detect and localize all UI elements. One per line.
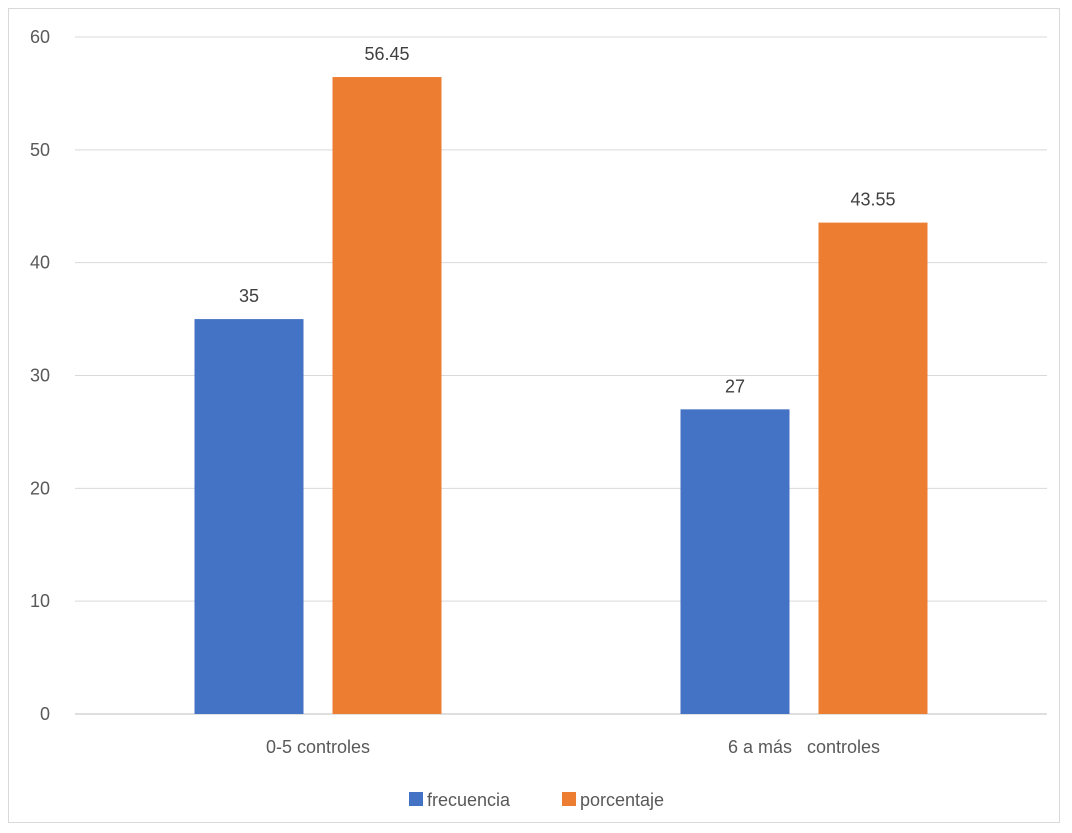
legend-label-porcentaje: porcentaje [580, 790, 664, 810]
data-labels: 35 56.45 27 43.55 [239, 44, 896, 396]
legend-label-frecuencia: frecuencia [427, 790, 511, 810]
bar-porcentaje-1 [818, 222, 928, 714]
legend-swatch-frecuencia [409, 792, 423, 806]
x-tick-label: 6 a más controles [728, 737, 880, 757]
y-tick-label: 30 [30, 366, 50, 386]
bar-porcentaje-0 [332, 77, 442, 714]
y-tick-label: 40 [30, 253, 50, 273]
y-tick-label: 50 [30, 140, 50, 160]
bars [194, 77, 928, 714]
bar-frecuencia-1 [680, 409, 790, 714]
data-label-porcentaje-1: 43.55 [850, 190, 895, 210]
x-tick-label: 0-5 controles [266, 737, 370, 757]
data-label-frecuencia-0: 35 [239, 286, 259, 306]
y-tick-label: 0 [40, 704, 50, 724]
data-label-porcentaje-0: 56.45 [364, 44, 409, 64]
y-tick-label: 60 [30, 27, 50, 47]
bar-frecuencia-0 [194, 319, 304, 714]
y-axis-ticks: 0 10 20 30 40 50 60 [30, 27, 50, 724]
y-tick-label: 20 [30, 478, 50, 498]
y-tick-label: 10 [30, 591, 50, 611]
x-axis-ticks: 0-5 controles 6 a más controles [266, 737, 880, 757]
legend: frecuencia porcentaje [409, 790, 664, 810]
data-label-frecuencia-1: 27 [725, 376, 745, 396]
legend-swatch-porcentaje [562, 792, 576, 806]
